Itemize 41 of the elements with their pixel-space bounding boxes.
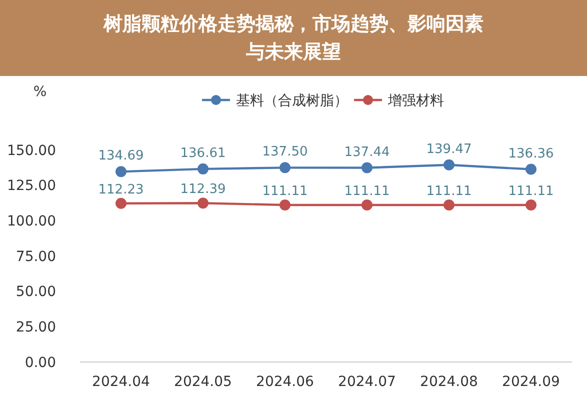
point: [116, 166, 126, 178]
data-label: 111.11: [344, 184, 390, 199]
y-tick-label: 100.00: [7, 214, 56, 230]
x-tick-label: 2024.06: [256, 374, 314, 390]
data-label: 134.69: [98, 148, 144, 164]
x-tick-label: 2024.09: [502, 374, 560, 390]
y-axis-title: %: [33, 84, 47, 100]
point: [280, 162, 290, 174]
point: [526, 164, 536, 175]
point: [526, 199, 536, 210]
point: [362, 162, 372, 174]
x-tick-label: 2024.08: [420, 374, 478, 390]
y-tick-label: 50.00: [16, 284, 56, 300]
data-label: 112.23: [98, 182, 144, 198]
data-label: 112.39: [180, 182, 226, 198]
y-tick-label: 0.00: [24, 354, 56, 371]
x-tick-label: 2024.05: [174, 374, 232, 390]
legend-label: 基料（合成树脂）: [236, 92, 348, 109]
point: [444, 159, 454, 170]
point: [198, 163, 208, 174]
x-tick-label: 2024.07: [338, 374, 396, 390]
data-label: 136.61: [180, 146, 226, 161]
chart-title: 树脂颗粒价格走势揭秘，市场趋势、影响因素与未来展望: [102, 13, 484, 63]
y-tick-label: 150.00: [7, 142, 56, 159]
legend-label: 增强材料: [387, 92, 444, 109]
y-tick-label: 125.00: [7, 178, 56, 194]
data-label: 136.36: [508, 146, 554, 162]
point: [198, 198, 208, 209]
y-tick-label: 75.00: [16, 248, 56, 265]
point: [444, 199, 454, 210]
point: [362, 199, 372, 210]
data-label: 139.47: [426, 142, 472, 157]
data-label: 111.11: [426, 184, 472, 199]
point: [280, 199, 290, 210]
data-label: 137.50: [262, 144, 308, 160]
x-tick-label: 2024.04: [92, 374, 150, 390]
y-tick-label: 25.00: [16, 320, 56, 336]
data-label: 137.44: [344, 144, 390, 160]
data-label: 111.11: [508, 184, 554, 199]
point: [116, 198, 126, 209]
data-label: 111.11: [262, 184, 308, 199]
